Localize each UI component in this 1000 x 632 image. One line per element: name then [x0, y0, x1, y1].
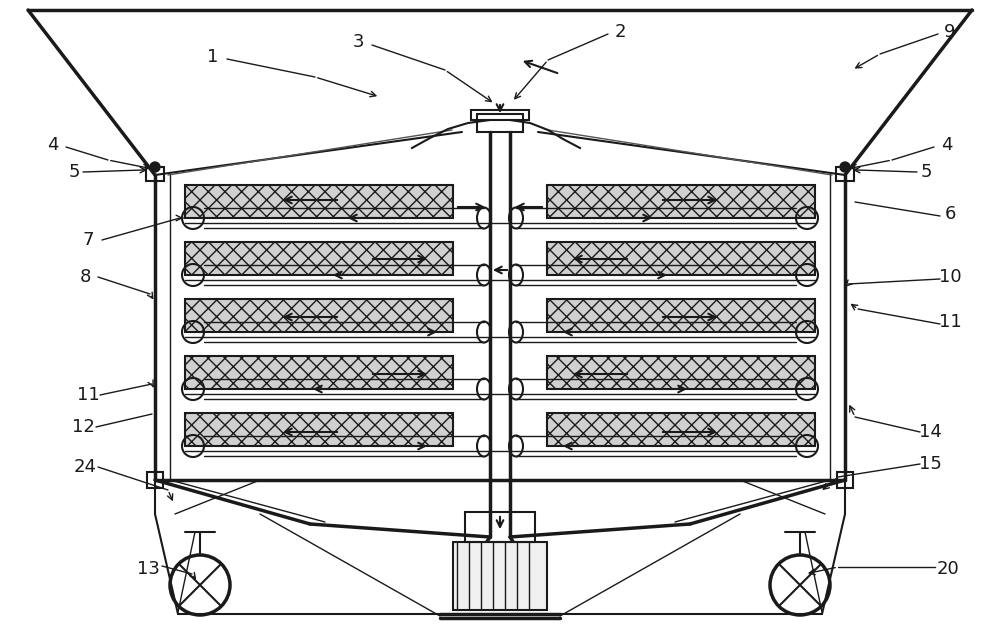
Bar	[547, 185, 815, 218]
Text: 4: 4	[47, 136, 59, 154]
Text: 11: 11	[939, 313, 961, 331]
Text: 9: 9	[944, 23, 956, 41]
Bar	[185, 299, 453, 332]
Bar	[547, 413, 815, 446]
Bar	[185, 413, 453, 446]
Text: 15: 15	[919, 455, 941, 473]
Bar	[146, 167, 164, 181]
Text: 11: 11	[77, 386, 99, 404]
Bar	[185, 356, 453, 389]
Text: 24: 24	[74, 458, 96, 476]
Circle shape	[840, 162, 850, 172]
Text: 4: 4	[941, 136, 953, 154]
Bar	[471, 110, 529, 120]
Circle shape	[150, 162, 160, 172]
Bar	[465, 512, 535, 542]
Bar	[836, 167, 854, 181]
Bar	[547, 299, 815, 332]
Bar	[547, 242, 815, 275]
Text: 7: 7	[82, 231, 94, 249]
Bar	[185, 242, 453, 275]
Bar	[147, 472, 163, 488]
Text: 1: 1	[207, 48, 219, 66]
Bar	[185, 185, 453, 218]
Text: 14: 14	[919, 423, 941, 441]
Text: 5: 5	[920, 163, 932, 181]
Text: 6: 6	[944, 205, 956, 223]
Bar	[837, 472, 853, 488]
Text: 5: 5	[68, 163, 80, 181]
Text: 8: 8	[79, 268, 91, 286]
Bar	[477, 114, 523, 132]
Text: 12: 12	[72, 418, 94, 436]
Text: 2: 2	[614, 23, 626, 41]
Bar	[547, 356, 815, 389]
Bar	[453, 542, 547, 610]
Text: 20: 20	[937, 560, 959, 578]
Text: 13: 13	[137, 560, 159, 578]
Text: 3: 3	[352, 33, 364, 51]
Text: 10: 10	[939, 268, 961, 286]
